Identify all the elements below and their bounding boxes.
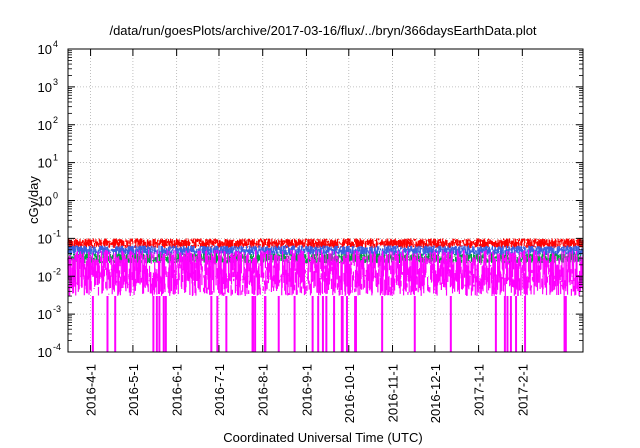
- x-axis-label: Coordinated Universal Time (UTC): [223, 430, 422, 445]
- y-tick-exponent: -1: [53, 228, 61, 238]
- y-tick-label: 10: [38, 269, 52, 284]
- x-tick-label: 2016-12-1: [428, 364, 443, 423]
- y-tick-label: 10: [38, 307, 52, 322]
- series-layer: [67, 238, 584, 352]
- y-tick-label: 10: [38, 156, 52, 171]
- series-line: [67, 249, 584, 297]
- x-axis: 2016-4-1 2016-5-1 2016-6-1 2016-7-1 2016-8-1…: [84, 49, 530, 423]
- y-tick-exponent: 4: [53, 39, 58, 49]
- x-tick-label: 2017-1-1: [472, 364, 487, 416]
- y-tick-exponent: 1: [53, 153, 58, 163]
- y-tick-label: 10: [38, 194, 52, 209]
- x-tick-label: 2016-10-1: [342, 364, 357, 423]
- x-tick-label: 2016-6-1: [170, 364, 185, 416]
- y-tick-exponent: -4: [53, 342, 61, 352]
- x-tick-label: 2016-9-1: [299, 364, 314, 416]
- x-tick-label: 2016-11-1: [386, 364, 401, 422]
- y-tick-label: 10: [38, 231, 52, 246]
- y-tick-exponent: 3: [53, 77, 58, 87]
- y-tick-label: 10: [38, 80, 52, 95]
- y-tick-exponent: 2: [53, 115, 58, 125]
- y-tick-label: 10: [38, 118, 52, 133]
- gridlines: [68, 49, 583, 352]
- y-tick-exponent: 0: [53, 191, 58, 201]
- x-tick-label: 2016-5-1: [126, 364, 141, 416]
- y-tick-exponent: -2: [53, 266, 61, 276]
- series-dropouts: [91, 296, 567, 352]
- x-tick-label: 2016-7-1: [212, 364, 227, 416]
- x-tick-label: 2017-2-1: [515, 364, 530, 416]
- y-tick-exponent: -3: [53, 304, 61, 314]
- chart-title: /data/run/goesPlots/archive/2017-03-16/f…: [109, 23, 536, 38]
- y-tick-label: 10: [38, 345, 52, 360]
- x-tick-label: 2016-8-1: [256, 364, 271, 416]
- y-axis-label: cGy/day: [26, 176, 41, 224]
- y-tick-label: 10: [38, 42, 52, 57]
- x-tick-label: 2016-4-1: [84, 364, 99, 416]
